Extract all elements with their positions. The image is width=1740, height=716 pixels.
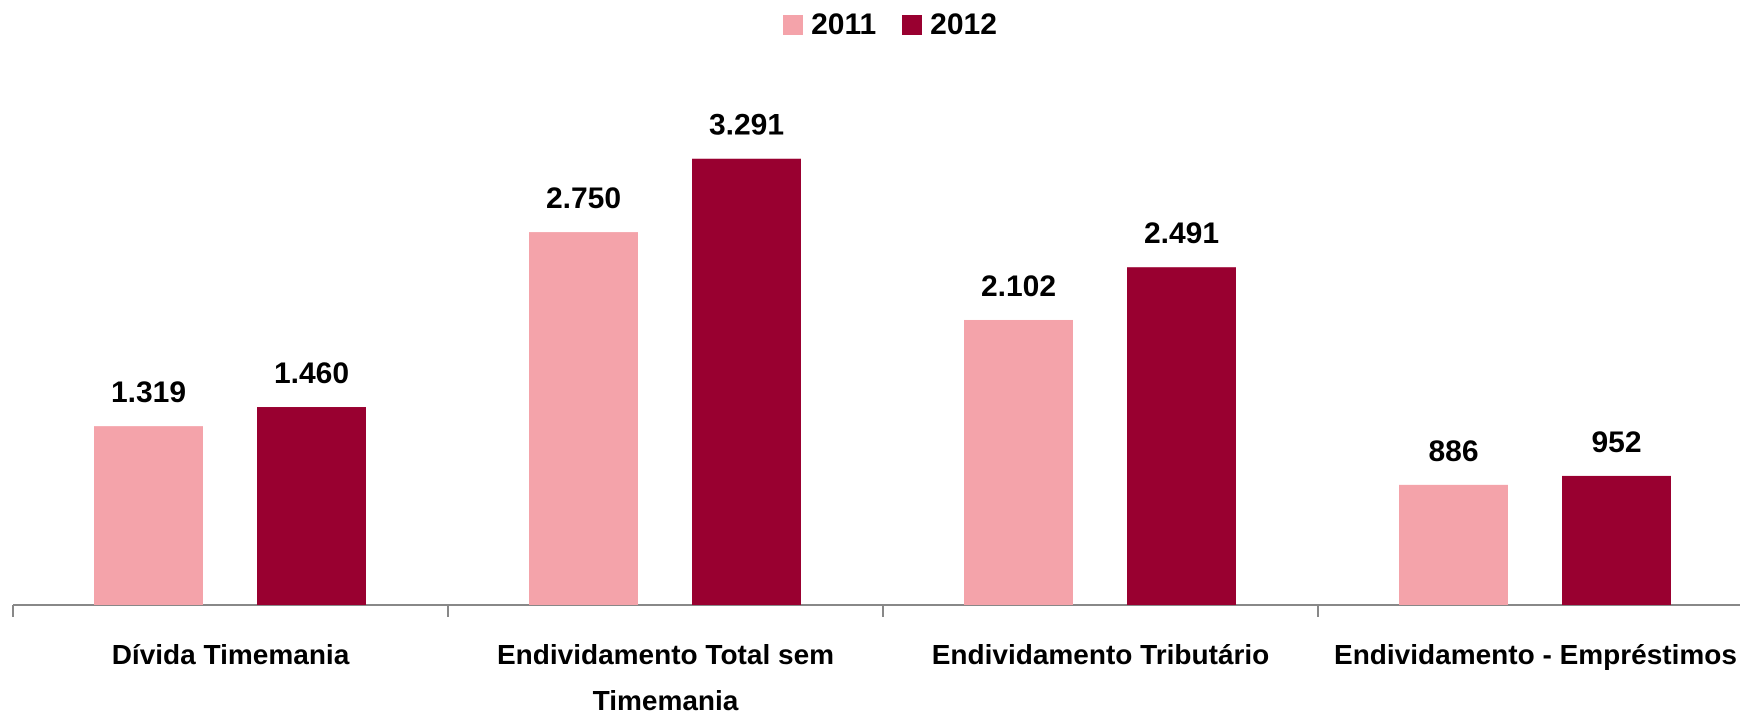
legend-item: 2011 xyxy=(783,8,876,42)
x-tick-label: Dívida Timemania xyxy=(111,639,350,670)
data-label: 1.460 xyxy=(274,357,349,390)
x-tick-label: Endividamento - Empréstimos xyxy=(1334,639,1737,670)
bar xyxy=(94,426,203,605)
legend-item: 2012 xyxy=(902,8,997,42)
data-label: 2.750 xyxy=(546,182,621,215)
bar xyxy=(692,158,801,605)
bar xyxy=(1127,267,1236,605)
legend-label: 2011 xyxy=(811,8,877,41)
bar xyxy=(1399,484,1508,605)
bar xyxy=(529,232,638,605)
data-label: 2.491 xyxy=(1144,217,1219,250)
data-label: 3.291 xyxy=(709,109,784,142)
data-label: 886 xyxy=(1428,435,1478,468)
bar xyxy=(257,407,366,605)
data-label: 952 xyxy=(1591,426,1641,459)
x-tick-label: Endividamento Tributário xyxy=(931,639,1270,670)
data-label: 1.319 xyxy=(111,376,186,409)
bar xyxy=(1562,475,1671,605)
legend-swatch xyxy=(902,15,923,35)
data-label: 2.102 xyxy=(981,270,1056,303)
legend-label: 2012 xyxy=(930,8,997,41)
x-tick-label: Endividamento Total sem Timemania xyxy=(496,639,835,716)
bar xyxy=(964,319,1073,605)
legend: 2011 2012 xyxy=(40,8,1740,42)
legend-swatch xyxy=(783,15,804,35)
